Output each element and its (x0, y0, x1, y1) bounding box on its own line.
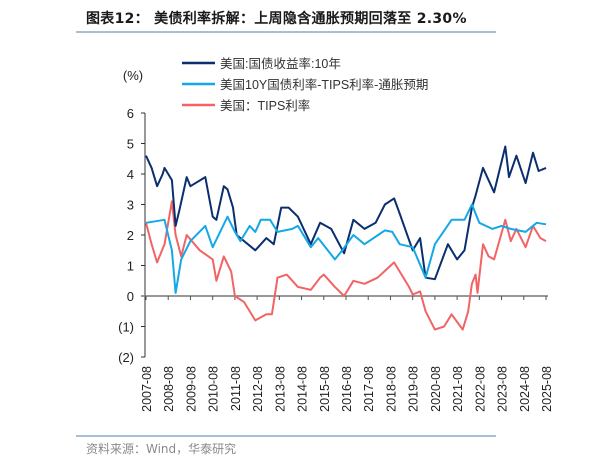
legend-label-3: 美国：TIPS利率 (220, 98, 310, 113)
x-tick-label: 2019-08 (407, 366, 421, 412)
y-tick-label: 6 (127, 106, 134, 121)
y-tick-label: 0 (127, 289, 134, 304)
x-tick-label: 2013-08 (273, 366, 287, 412)
y-tick-label: 3 (127, 198, 134, 213)
x-tick-label: 2017-08 (362, 366, 376, 412)
y-axis-unit-label: (%) (123, 68, 143, 83)
x-tick-label: 2011-08 (229, 366, 243, 411)
x-tick-label: 2007-08 (140, 366, 154, 412)
x-tick-label: 2020-08 (429, 366, 443, 412)
series-lines (145, 145, 547, 331)
y-tick-label: (2) (118, 350, 134, 365)
legend-label-1: 美国:国债收益率:10年 (220, 56, 341, 71)
y-tick-label: 1 (127, 259, 134, 274)
x-tick-label: 2021-08 (451, 366, 465, 412)
y-tick-label: 5 (127, 137, 134, 152)
y-tick-label: 4 (127, 167, 134, 182)
legend: 美国:国债收益率:10年美国10Y国债利率-TIPS利率-通胀预期美国：TIPS… (182, 56, 428, 113)
source-divider (76, 435, 496, 437)
x-tick-label: 2015-08 (318, 366, 332, 412)
y-tick-label: 2 (127, 228, 134, 243)
series-line-1 (145, 145, 547, 281)
series-line-3 (145, 200, 547, 331)
y-tick-label: (1) (118, 320, 134, 335)
x-tick-label: 2008-08 (162, 366, 176, 412)
legend-label-2: 美国10Y国债利率-TIPS利率-通胀预期 (220, 77, 428, 92)
x-tick-label: 2010-08 (207, 366, 221, 412)
x-tick-label: 2014-08 (296, 366, 310, 412)
axes: 6 5 4 3 2 1 0 (1) (2) 2007-08 2008-08 2009-08 2010-0… (118, 106, 554, 412)
x-tick-label: 2023-08 (496, 366, 510, 412)
source-note: 资料来源：Wind，华泰研究 (86, 442, 237, 456)
x-tick-label: 2009-08 (184, 366, 198, 412)
x-tick-label: 2025-08 (540, 366, 554, 412)
x-tick-label: 2024-08 (518, 366, 532, 412)
x-tick-label: 2018-08 (384, 366, 398, 412)
x-tick-label: 2012-08 (251, 366, 265, 412)
series-line-2 (145, 203, 547, 294)
figure-title: 图表12： 美债利率拆解：上周隐含通胀预期回落至 2.30% (86, 11, 467, 27)
x-tick-label: 2016-08 (340, 366, 354, 412)
x-tick-label: 2022-08 (473, 366, 487, 412)
title-divider (76, 31, 496, 33)
